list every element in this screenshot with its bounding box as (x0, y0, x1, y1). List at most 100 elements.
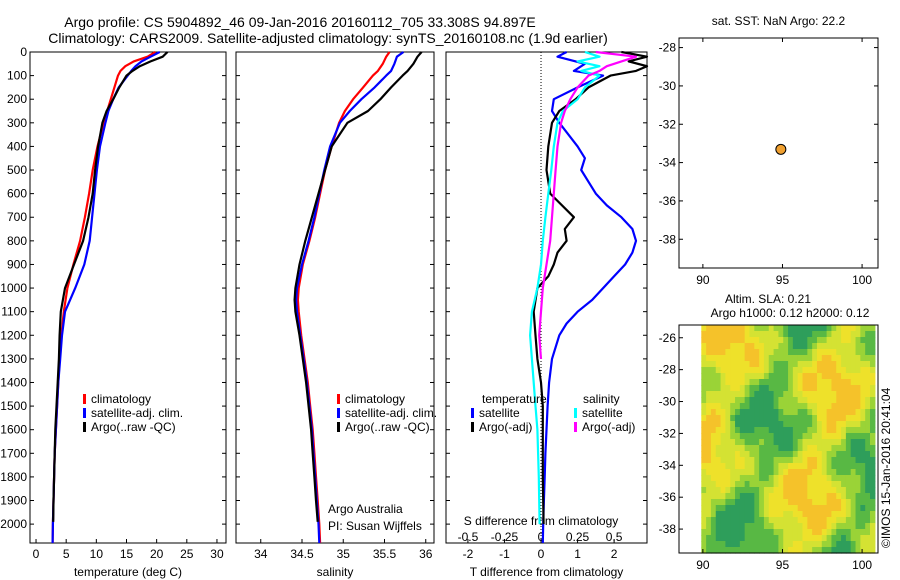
sla-cell (845, 493, 852, 500)
sla-cell (845, 481, 852, 488)
sla-cell (812, 403, 818, 410)
sla-cell (836, 445, 842, 452)
sla-cell (720, 463, 726, 470)
sla-cell (783, 481, 789, 488)
sla-cell (735, 421, 741, 428)
temperature-xtick-label: 20 (150, 547, 164, 561)
sla-cell (759, 367, 765, 374)
sla-cell (715, 397, 722, 404)
sla-cell (725, 367, 731, 374)
sla-cell (792, 349, 799, 356)
sla-cell (744, 403, 751, 410)
sla-cell (826, 421, 833, 428)
sla-cell (749, 535, 755, 542)
sla-cell (783, 331, 789, 338)
sla-cell (788, 529, 794, 536)
sla-cell (792, 367, 799, 374)
sla-cell (807, 547, 813, 554)
sla-cell (816, 487, 823, 494)
depth-tick-label: 500 (7, 163, 27, 177)
sla-cell (706, 505, 712, 512)
sla-cell (706, 343, 712, 350)
sla-cell (778, 475, 784, 482)
sla-cell (768, 523, 775, 530)
sla-cell (865, 343, 871, 350)
sla-cell (826, 325, 833, 332)
sla-cell (754, 463, 760, 470)
sla-cell (860, 547, 866, 554)
sla-cell (802, 427, 808, 434)
sla-cell (807, 493, 813, 500)
sla-cell (845, 445, 852, 452)
sla-cell (710, 499, 717, 506)
sla-cell (783, 415, 789, 422)
sla-cell (797, 475, 804, 482)
sla-cell (754, 343, 760, 350)
sla-cell (812, 433, 818, 440)
sla-cell (836, 415, 842, 422)
sla-cell (845, 457, 852, 464)
sla-cell (826, 457, 833, 464)
sla-cell (768, 409, 775, 416)
salinity-annotation: PI: Susan Wijffels (328, 519, 422, 533)
sla-cell (860, 433, 866, 440)
sla-cell (735, 385, 741, 392)
sla-cell (797, 385, 804, 392)
sla-cell (865, 517, 871, 524)
sla-cell (749, 349, 755, 356)
sla-cell (788, 505, 794, 512)
sla-cell (730, 325, 736, 332)
sla-cell (783, 529, 789, 536)
sla-cell (754, 337, 760, 344)
sla-cell (768, 535, 775, 542)
sla-cell (865, 541, 871, 548)
sla-cell (865, 511, 871, 518)
salinity-series-0 (296, 51, 391, 544)
sla-cell (744, 517, 751, 524)
sla-cell (855, 361, 861, 368)
sla-cell (739, 439, 746, 446)
sla-cell (735, 355, 741, 362)
temperature-xtick-label: 0 (33, 547, 40, 561)
sla-cell (836, 379, 842, 386)
sla-cell (841, 487, 847, 494)
sla-cell (797, 499, 804, 506)
sla-cell (763, 409, 770, 416)
sla-cell (715, 445, 722, 452)
sla-cell (744, 415, 751, 422)
sla-cell (812, 511, 818, 518)
sla-cell (812, 415, 818, 422)
sla-cell (768, 457, 775, 464)
sla-cell (778, 511, 784, 518)
sla-cell (788, 541, 794, 548)
sla-cell (821, 355, 828, 362)
differences-top-tick-label: 0.25 (566, 530, 590, 544)
sla-cell (725, 337, 731, 344)
sla-cell (730, 511, 736, 518)
sla-cell (860, 421, 866, 428)
sla-cell (768, 511, 775, 518)
sla-cell (807, 499, 813, 506)
sla-cell (763, 517, 770, 524)
sla-cell (725, 451, 731, 458)
sla-cell (841, 445, 847, 452)
sla-cell (701, 343, 707, 350)
sla-cell (850, 445, 857, 452)
sla-cell (865, 415, 871, 422)
sla-cell (821, 481, 828, 488)
sla-cell (865, 547, 871, 554)
sla-cell (826, 427, 833, 434)
sla-cell (792, 439, 799, 446)
sla-cell (870, 469, 876, 476)
sla-cell (725, 385, 731, 392)
sla-cell (865, 493, 871, 500)
sla-cell (831, 361, 837, 368)
sla-cell (816, 379, 823, 386)
sla-cell (763, 397, 770, 404)
difference-profile-panel: -2 -1 0 1 2 -0.5 -0.25 0 0.25 0.5 S difference fro… (445, 50, 649, 579)
sla-cell (754, 469, 760, 476)
sla-cell (778, 541, 784, 548)
sla-cell (773, 517, 780, 524)
differences-xtick-label: -2 (463, 547, 474, 561)
sla-cell (725, 433, 731, 440)
